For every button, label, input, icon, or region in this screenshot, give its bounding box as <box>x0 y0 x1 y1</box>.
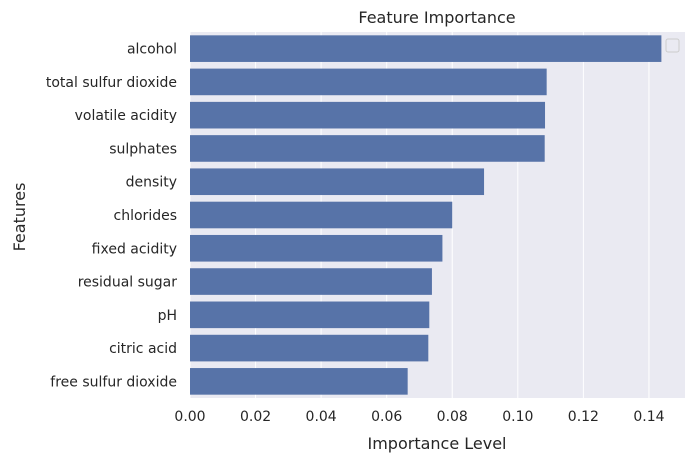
x-tick-label: 0.14 <box>633 409 664 425</box>
y-tick-label: volatile acidity <box>75 108 177 124</box>
bar <box>190 234 443 262</box>
bar <box>190 368 408 395</box>
bar <box>190 101 546 129</box>
bar <box>190 268 432 295</box>
y-tick-label: chlorides <box>114 208 177 224</box>
chart-title: Feature Importance <box>358 8 515 27</box>
bar <box>190 135 545 162</box>
y-tick-label: alcohol <box>127 42 177 58</box>
y-tick-label: fixed acidity <box>92 241 177 257</box>
x-tick-label: 0.12 <box>568 409 599 425</box>
y-tick-label: total sulfur dioxide <box>46 75 177 91</box>
x-tick-label: 0.10 <box>502 409 533 425</box>
x-tick-label: 0.04 <box>306 409 337 425</box>
x-tick-label: 0.06 <box>371 409 402 425</box>
bar <box>190 168 485 196</box>
x-tick-label: 0.00 <box>174 409 205 425</box>
y-tick-labels: alcohol total sulfur dioxide volatile acid… <box>46 42 177 391</box>
y-axis-title: Features <box>10 183 29 252</box>
legend-box <box>665 38 680 53</box>
bars <box>190 35 662 395</box>
x-axis-title: Importance Level <box>367 434 506 453</box>
bar <box>190 334 429 362</box>
x-tick-label: 0.08 <box>437 409 468 425</box>
x-tick-labels: 0.00 0.02 0.04 0.06 0.08 0.10 0.12 0.14 <box>174 409 664 425</box>
bar <box>190 35 662 62</box>
y-tick-label: density <box>126 175 177 191</box>
y-tick-label: sulphates <box>109 141 177 157</box>
bar <box>190 201 453 229</box>
y-tick-label: residual sugar <box>78 275 178 291</box>
y-tick-label: pH <box>158 308 177 324</box>
x-tick-label: 0.02 <box>240 409 271 425</box>
bar <box>190 68 547 96</box>
y-tick-label: citric acid <box>109 341 177 357</box>
y-tick-label: free sulfur dioxide <box>50 374 177 390</box>
bar <box>190 301 430 329</box>
